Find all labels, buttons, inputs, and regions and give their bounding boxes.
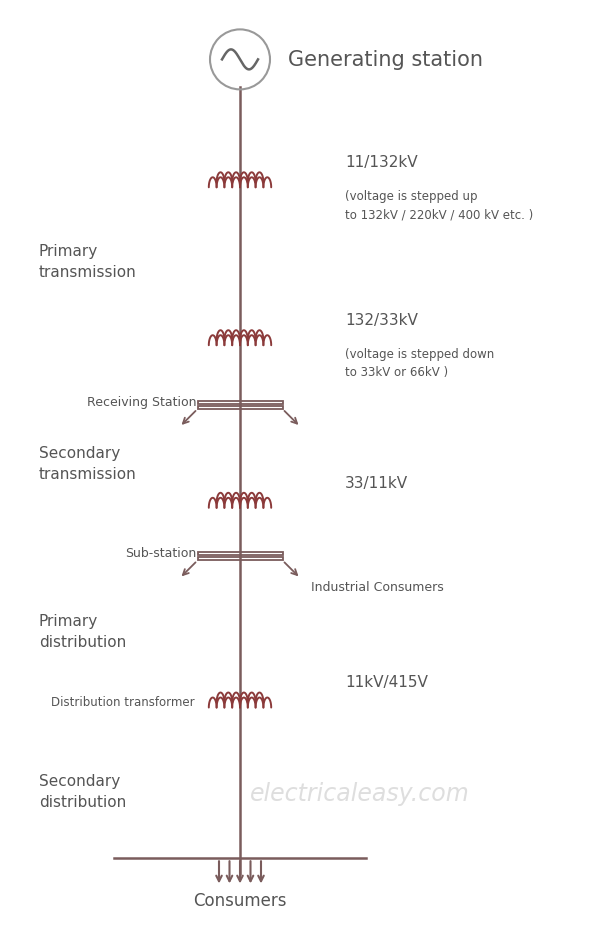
Text: 33/11kV: 33/11kV (345, 475, 408, 490)
Bar (197, 553, 283, 556)
Text: Secondary
transmission: Secondary transmission (39, 446, 137, 482)
Text: 132/33kV: 132/33kV (345, 313, 418, 328)
Text: 11kV/415V: 11kV/415V (345, 675, 428, 690)
Text: Distribution transformer: Distribution transformer (50, 695, 194, 708)
Bar (197, 558, 283, 561)
Text: electricaleasy.com: electricaleasy.com (250, 781, 470, 806)
Text: Generating station: Generating station (288, 50, 483, 71)
Text: (voltage is stepped down
to 33kV or 66kV ): (voltage is stepped down to 33kV or 66kV… (345, 348, 494, 379)
Text: 11/132kV: 11/132kV (345, 155, 418, 170)
Text: Consumers: Consumers (193, 891, 287, 909)
Bar (197, 406, 283, 409)
Text: (voltage is stepped up
to 132kV / 220kV / 400 kV etc. ): (voltage is stepped up to 132kV / 220kV … (345, 190, 533, 221)
Text: Receiving Station: Receiving Station (87, 395, 197, 408)
Text: Primary
transmission: Primary transmission (39, 244, 137, 279)
Text: Industrial Consumers: Industrial Consumers (311, 580, 443, 593)
Text: Secondary
distribution: Secondary distribution (39, 773, 126, 808)
Text: Sub-station: Sub-station (125, 547, 197, 560)
Bar (197, 402, 283, 405)
Text: Primary
distribution: Primary distribution (39, 613, 126, 649)
